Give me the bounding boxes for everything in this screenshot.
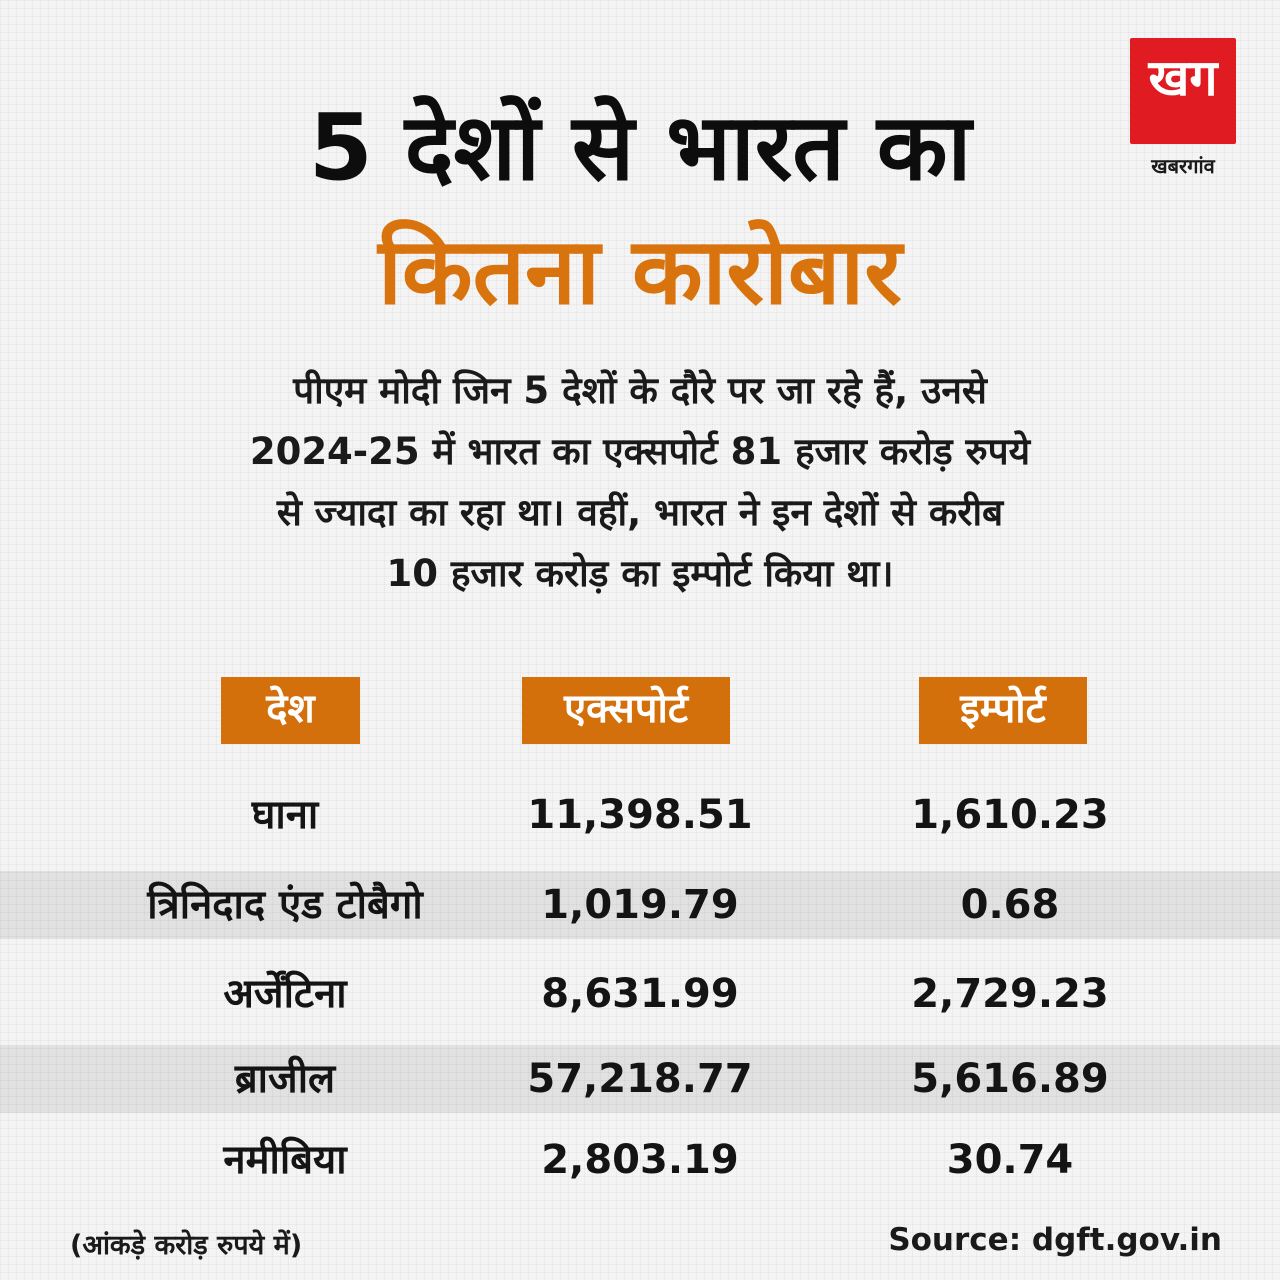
country-cell: त्रिनिदाद एंड टोबैगो [147,882,423,928]
description-line: पीएम मोदी जिन 5 देशों के दौरे पर जा रहे … [293,369,987,412]
units-note: (आंकड़े करोड़ रुपये में) [70,1230,303,1261]
page-title-line2: कितना कारोबार [378,218,902,325]
export-cell: 1,019.79 [541,882,739,928]
description-line: 2024-25 में भारत का एक्सपोर्ट 81 हजार कर… [249,430,1031,473]
column-header-import: इम्पोर्ट [919,677,1087,744]
export-cell: 8,631.99 [541,971,739,1017]
country-cell: नमीबिया [223,1137,347,1183]
export-cell: 11,398.51 [527,792,753,838]
table-row: ब्राजील 57,218.77 5,616.89 [0,1045,1280,1113]
column-header-export: एक्सपोर्ट [522,677,730,744]
country-cell: अर्जेंटिना [223,971,347,1017]
description-line: से ज्यादा का रहा था। वहीं, भारत ने इन दे… [276,491,1004,534]
column-header-country: देश [221,677,360,744]
table-row: घाना 11,398.51 1,610.23 [0,781,1280,849]
import-cell: 5,616.89 [911,1056,1109,1102]
export-cell: 57,218.77 [527,1056,753,1102]
country-cell: ब्राजील [234,1056,336,1102]
import-cell: 0.68 [960,882,1060,928]
table-row: अर्जेंटिना 8,631.99 2,729.23 [0,960,1280,1028]
country-cell: घाना [251,792,319,838]
brand-logo: खग [1130,38,1236,144]
import-cell: 1,610.23 [911,792,1109,838]
import-cell: 30.74 [946,1137,1074,1183]
import-cell: 2,729.23 [911,971,1109,1017]
description: पीएम मोदी जिन 5 देशों के दौरे पर जा रहे … [150,360,1130,604]
export-cell: 2,803.19 [541,1137,739,1183]
source-credit: Source: dgft.gov.in [888,1222,1222,1258]
description-line: 10 हजार करोड़ का इम्पोर्ट किया था। [386,552,894,595]
logo-text: खबरगांव [1151,154,1215,178]
page-title-line1: 5 देशों से भारत का [308,94,972,201]
table-row: नमीबिया 2,803.19 30.74 [0,1126,1280,1194]
table-row: त्रिनिदाद एंड टोबैगो 1,019.79 0.68 [0,871,1280,939]
logo-mark: खग [1148,49,1218,107]
